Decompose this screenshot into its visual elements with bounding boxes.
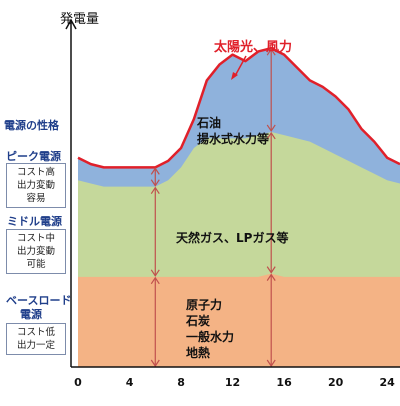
band-label-line: 天然ガス、LPガス等 [176,231,289,245]
x-tick-label: 0 [74,376,82,389]
range-arrow-head [150,276,160,285]
tier-desc-line: 出力一定 [16,340,55,351]
band-label-line: 地熱 [186,346,211,360]
band-label-line: 一般水力 [186,330,235,344]
x-tick-label: 24 [379,376,395,389]
tier-title-peak: ピーク電源 [6,150,61,163]
tier-desc-middle: コスト中 出力変動 可能 [6,229,66,274]
band-label-peak: 石油 揚水式水力等 [197,115,269,147]
axes [65,18,400,368]
tier-title-base-2: 電源 [20,308,42,321]
x-tick-label: 16 [276,376,292,389]
range-arrow-head [266,124,276,133]
sidebar-title: 電源の性格 [4,119,59,132]
x-tick-label: 8 [177,376,185,389]
area-bands [77,46,400,367]
x-tick-label: 12 [225,376,240,389]
range-arrows [150,48,276,368]
tier-desc-base: コスト低 出力一定 [6,323,66,355]
x-tick-labels: 0 4 8 12 16 20 24 [74,376,395,389]
range-arrow-head [150,186,160,195]
x-tick-label: 20 [328,376,344,389]
band-base [78,273,400,367]
tier-desc-line: コスト高 [16,167,55,178]
tier-title-middle: ミドル電源 [7,215,62,228]
range-arrow-head [266,131,276,140]
tier-desc-line: 容易 [26,193,46,204]
y-axis-arrowhead [65,18,77,30]
tier-desc-line: 出力変動 [16,246,55,257]
band-label-line: 揚水式水力等 [197,132,270,146]
range-arrow-head [266,359,276,368]
band-label-line: 原子力 [186,298,223,312]
tier-title-base: ベースロード [6,294,72,307]
series-label-solar-wind: 太陽光、風力 [214,40,293,55]
tier-desc-peak: コスト高 出力変動 容易 [6,163,66,208]
band-label-middle: 天然ガス、LPガス等 [176,230,288,246]
band-label-line: 石炭 [186,314,211,328]
series-line-solar-wind [77,46,400,169]
x-tick-label: 4 [126,376,134,389]
series-label-pointer-head [231,72,238,80]
band-label-line: 石油 [197,116,222,130]
tier-desc-line: コスト低 [16,327,55,338]
range-arrow-head [266,273,276,281]
range-arrow-head [266,266,276,274]
series-label-pointer [234,55,247,77]
tier-desc-line: コスト中 [16,233,55,244]
band-label-base: 原子力 石炭 一般水力 地熱 [186,297,234,361]
tier-desc-line: 出力変動 [16,180,55,191]
tier-desc-line: 可能 [26,259,46,270]
range-arrow-head [150,167,160,175]
range-arrow-head [150,359,160,368]
range-arrow-head [266,48,276,56]
y-axis-label: 発電量 [60,12,100,27]
range-arrow-head [150,269,160,277]
range-arrow-head [150,179,160,187]
